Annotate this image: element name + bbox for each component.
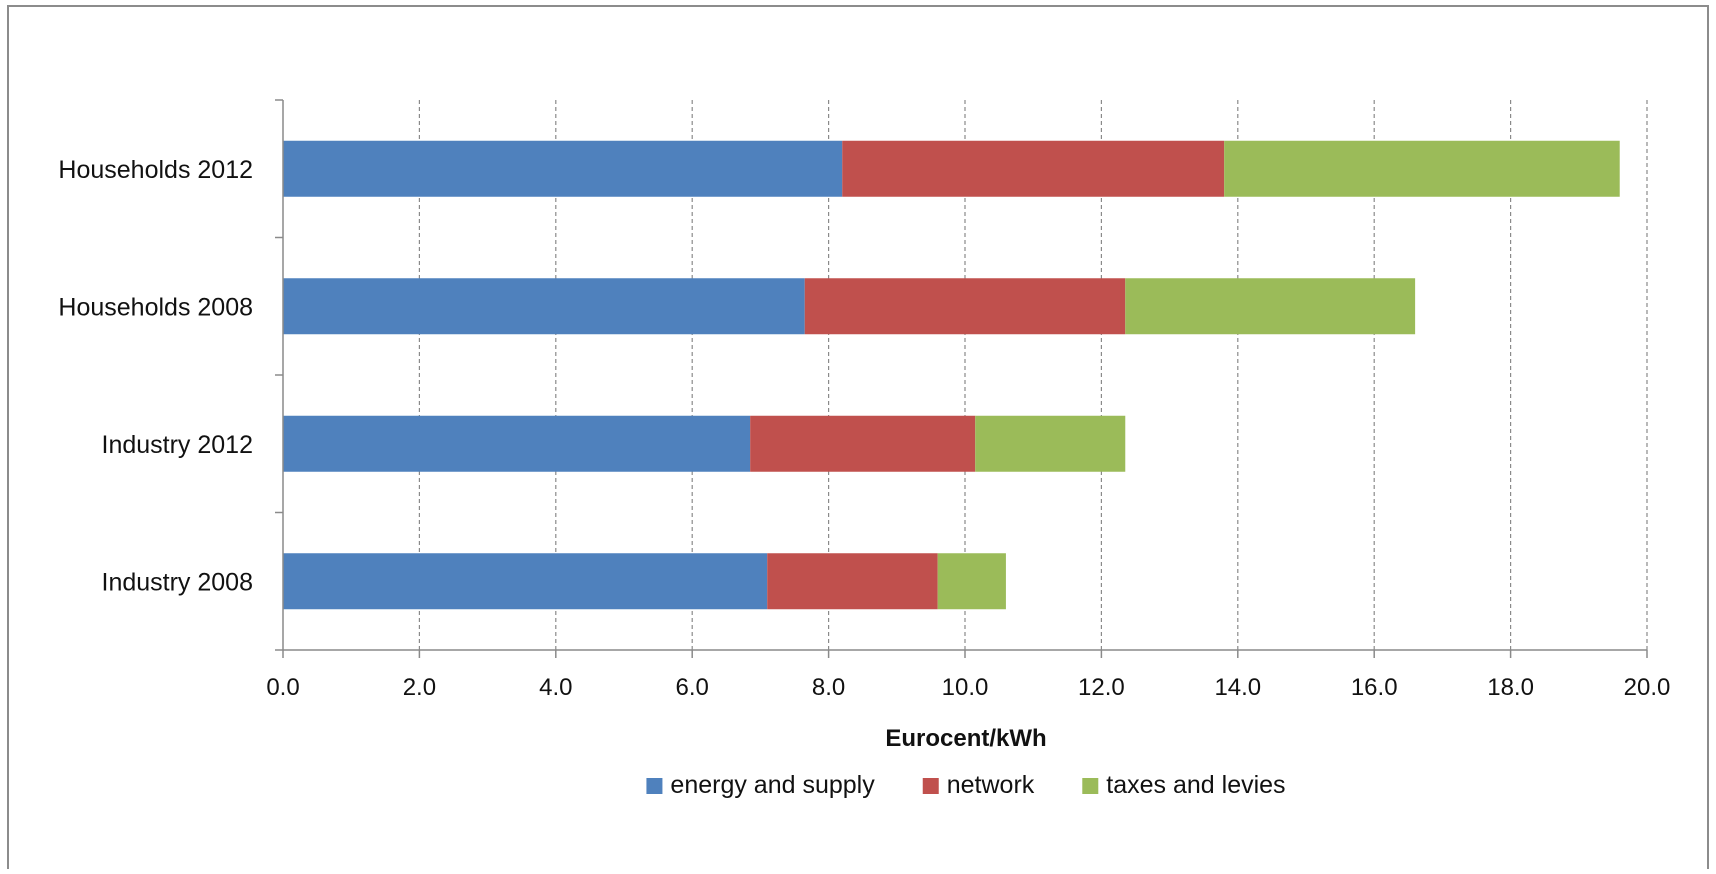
legend-label-2: taxes and levies [1106,771,1285,799]
axes [275,99,1648,658]
bar-1-0 [842,140,1225,197]
x-tick-label-0: 0.0 [266,674,299,701]
legend-swatch-2 [1082,778,1099,794]
legend: energy and supply network taxes and levies [646,771,1286,799]
bar-0-1 [283,278,805,335]
x-tick-label-2: 4.0 [539,674,572,701]
x-tick-label-10: 20.0 [1624,674,1671,701]
x-tick-label-8: 16.0 [1351,674,1398,701]
x-axis-title: Eurocent/kWh [885,725,1046,752]
bar-1-1 [804,278,1126,335]
x-tick-label-7: 14.0 [1214,674,1261,701]
bar-0-0 [283,140,843,197]
x-tick-label-5: 10.0 [942,674,989,701]
legend-swatch-1 [922,778,939,794]
legend-label-1: network [947,771,1035,799]
bar-2-2 [975,415,1126,472]
axis-labels: 0.0 2.0 4.0 6.0 8.0 10.0 12.0 14.0 16.0 18.0 20.0 H… [58,156,1670,701]
x-tick-label-6: 12.0 [1078,674,1125,701]
bar-2-1 [1125,278,1416,335]
bar-0-2 [283,415,751,472]
legend-label-0: energy and supply [670,771,875,799]
bar-2-3 [937,553,1006,610]
y-category-label-0: Households 2012 [58,156,253,184]
bar-0-3 [283,553,768,610]
bar-1-2 [750,415,976,472]
y-category-label-1: Households 2008 [58,293,253,321]
bar-2-0 [1224,140,1620,197]
x-tick-label-3: 6.0 [676,674,709,701]
y-category-label-2: Industry 2012 [102,431,254,459]
x-tick-label-4: 8.0 [812,674,845,701]
bars [283,140,1620,610]
y-category-label-3: Industry 2008 [102,568,254,596]
bar-1-3 [767,553,938,610]
legend-swatch-0 [646,778,663,794]
x-tick-label-9: 18.0 [1487,674,1534,701]
x-tick-label-1: 2.0 [403,674,436,701]
